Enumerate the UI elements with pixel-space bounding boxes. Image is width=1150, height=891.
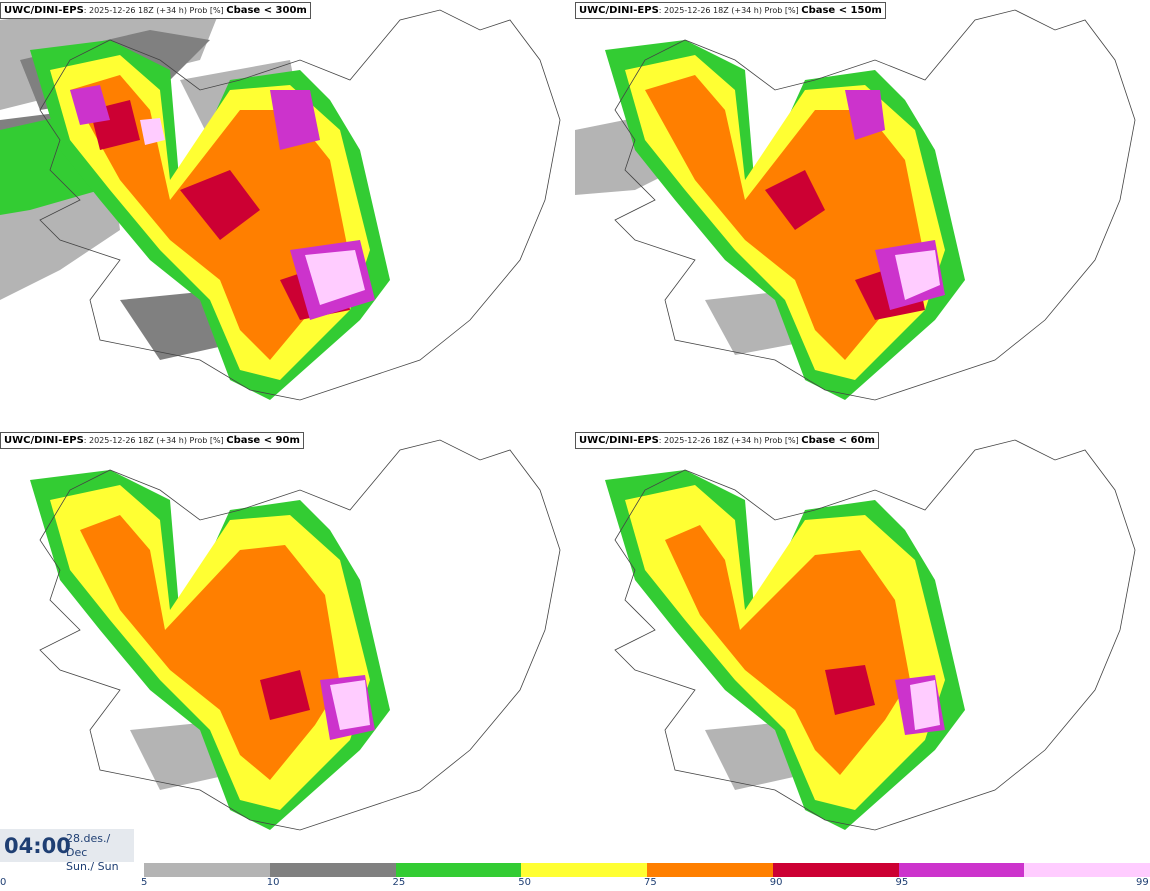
- colorbar-tick-label: 0: [0, 877, 7, 888]
- model-name: UWC/DINI-EPS: [4, 435, 84, 446]
- run-info: : 2025-12-26 18Z (+34 h) Prob [%]: [658, 6, 802, 15]
- valid-day-line: Sun./ Sun: [66, 860, 119, 873]
- colorbar-tick-label: 25: [392, 877, 406, 888]
- cloud-layer-orange: [645, 75, 925, 360]
- panel-90m: UWC/DINI-EPS: 2025-12-26 18Z (+34 h) Pro…: [0, 430, 575, 860]
- cloud-layer-pink: [330, 680, 370, 730]
- colorbar-segment: [144, 863, 270, 877]
- colorbar-segment: [647, 863, 773, 877]
- colorbar-segment: [521, 863, 647, 877]
- parameter-label: Cbase < 60m: [801, 435, 875, 446]
- colorbar-tick-label: 75: [644, 877, 657, 888]
- cloud-layer-pink: [140, 118, 365, 305]
- iceland-map-90m: [30, 439, 561, 831]
- iceland-map-300m: [0, 5, 561, 401]
- parameter-label: Cbase < 150m: [801, 5, 882, 16]
- panel-title: UWC/DINI-EPS: 2025-12-26 18Z (+34 h) Pro…: [575, 2, 886, 19]
- panel-60m: UWC/DINI-EPS: 2025-12-26 18Z (+34 h) Pro…: [575, 430, 1150, 860]
- colorbar-tick-label: 50: [518, 877, 531, 888]
- parameter-label: Cbase < 90m: [226, 435, 300, 446]
- panel-title: UWC/DINI-EPS: 2025-12-26 18Z (+34 h) Pro…: [575, 432, 879, 449]
- valid-hour: 04:00: [4, 834, 71, 858]
- colorbar-segment: [395, 863, 522, 877]
- iceland-coastline: [39, 9, 561, 401]
- colorbar-segment: [269, 863, 396, 877]
- cloud-layer-pink: [910, 680, 940, 730]
- run-info: : 2025-12-26 18Z (+34 h) Prob [%]: [83, 6, 227, 15]
- colorbar-tick-label: 95: [895, 877, 909, 888]
- valid-time-box: 04:00 28.des./ Dec Sun./ Sun: [0, 829, 134, 873]
- iceland-coastline: [614, 9, 1136, 401]
- colorbar-tick-label: 90: [769, 877, 783, 888]
- cloud-layer-pink: [895, 250, 940, 300]
- valid-date-line: 28.des./ Dec: [66, 832, 111, 859]
- cloud-layer-red: [825, 665, 875, 715]
- iceland-coastline: [39, 439, 561, 831]
- colorbar-segment: [1024, 863, 1150, 877]
- panel-150m: UWC/DINI-EPS: 2025-12-26 18Z (+34 h) Pro…: [575, 0, 1150, 430]
- run-info: : 2025-12-26 18Z (+34 h) Prob [%]: [658, 436, 802, 445]
- model-name: UWC/DINI-EPS: [4, 5, 84, 16]
- panel-title: UWC/DINI-EPS: 2025-12-26 18Z (+34 h) Pro…: [0, 432, 304, 449]
- colorbar-segment: [772, 863, 899, 877]
- colorbar-tick-label: 10: [266, 877, 280, 888]
- model-name: UWC/DINI-EPS: [579, 435, 659, 446]
- model-name: UWC/DINI-EPS: [579, 5, 659, 16]
- cloud-layer-orange: [665, 525, 910, 775]
- valid-date: 28.des./ Dec Sun./ Sun: [66, 832, 134, 874]
- panel-300m: UWC/DINI-EPS: 2025-12-26 18Z (+34 h) Pro…: [0, 0, 575, 430]
- run-info: : 2025-12-26 18Z (+34 h) Prob [%]: [83, 436, 227, 445]
- iceland-map-60m: [605, 439, 1136, 831]
- probability-colorbar: [144, 863, 1150, 877]
- iceland-map-150m: [575, 9, 1136, 401]
- panel-title: UWC/DINI-EPS: 2025-12-26 18Z (+34 h) Pro…: [0, 2, 311, 19]
- cloud-layer-red: [260, 670, 310, 720]
- parameter-label: Cbase < 300m: [226, 5, 307, 16]
- colorbar-tick-label: 99: [1136, 877, 1149, 888]
- colorbar-tick-label: 5: [141, 877, 148, 888]
- colorbar-segment: [898, 863, 1025, 877]
- iceland-coastline: [614, 439, 1136, 831]
